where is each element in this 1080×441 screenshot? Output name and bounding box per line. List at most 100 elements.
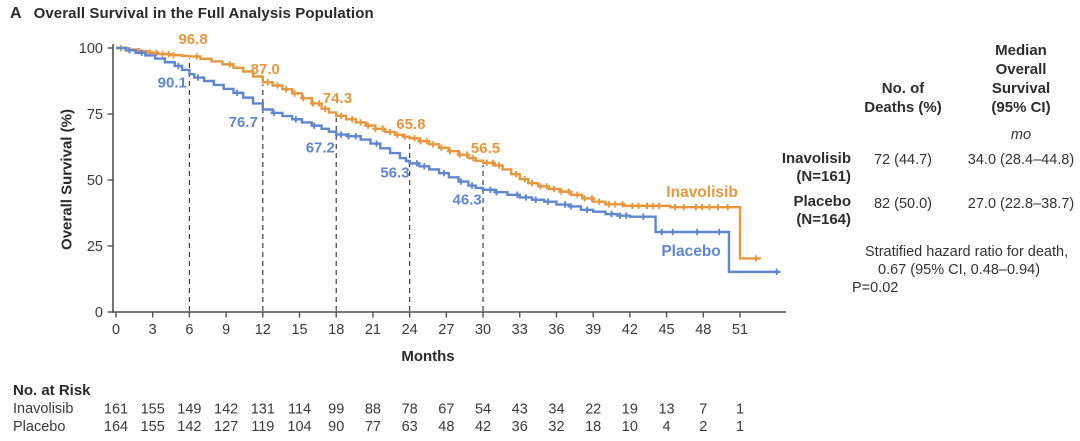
y-tick-label: 100 — [79, 41, 103, 57]
no-at-risk-title: No. at Risk — [13, 382, 91, 399]
risk-count: 54 — [475, 402, 491, 418]
y-tick-label: 50 — [87, 173, 103, 189]
median-header-line: (95% CI) — [991, 99, 1051, 116]
deaths-column-header: No. of Deaths (%) — [843, 79, 963, 117]
risk-row-label-placebo: Placebo — [13, 418, 66, 435]
km-curve-placebo — [116, 46, 781, 274]
risk-count: 42 — [475, 419, 491, 435]
milestone-value-label: 87.0 — [251, 61, 280, 78]
side-table-row-label-inavolisib: Inavolisib (N=161) — [781, 150, 851, 185]
median-header-line: Survival — [991, 80, 1051, 97]
curve-label-inavolisib: Inavolisib — [666, 184, 738, 201]
months-unit-label: mo — [1010, 127, 1032, 143]
median-header-line: Median — [995, 42, 1047, 59]
risk-row-label-inavolisib: Inavolisib — [13, 401, 74, 417]
milestone-value-label: 74.3 — [323, 90, 352, 107]
y-axis-title: Overall Survival (%) — [58, 109, 76, 250]
risk-count: 99 — [328, 402, 344, 418]
p-value: P=0.02 — [852, 280, 899, 297]
risk-count: 2 — [699, 419, 707, 435]
milestone-value-label: 56.5 — [471, 140, 500, 157]
side-table-row-label-placebo: Placebo (N=164) — [793, 193, 851, 228]
x-tick-label: 27 — [438, 322, 454, 338]
x-tick-label: 3 — [149, 322, 157, 338]
figure-title-text: Overall Survival in the Full Analysis Po… — [33, 5, 374, 22]
risk-count: 78 — [402, 402, 418, 418]
x-tick-label: 9 — [222, 322, 230, 338]
risk-count: 19 — [622, 402, 638, 418]
risk-count: 142 — [214, 402, 238, 418]
x-tick-label: 12 — [255, 322, 271, 338]
risk-count: 67 — [438, 402, 454, 418]
milestone-value-label: 56.3 — [380, 165, 409, 182]
x-tick-label: 39 — [585, 322, 601, 338]
risk-count: 119 — [251, 419, 274, 435]
risk-count: 155 — [141, 419, 165, 435]
x-tick-label: 51 — [732, 322, 748, 338]
risk-count: 43 — [512, 402, 528, 418]
risk-count: 161 — [104, 402, 128, 418]
risk-count: 127 — [214, 419, 238, 435]
x-tick-label: 21 — [365, 322, 381, 338]
risk-count: 32 — [548, 419, 564, 435]
risk-count: 88 — [365, 402, 381, 418]
milestone-value-label: 96.8 — [178, 31, 207, 48]
milestone-value-label: 65.8 — [396, 116, 425, 133]
milestone-value-label: 90.1 — [158, 74, 187, 91]
risk-count: 13 — [658, 402, 674, 418]
median-header-line: Overall — [995, 61, 1047, 78]
risk-count: 142 — [177, 419, 201, 435]
risk-count: 10 — [622, 419, 638, 435]
milestone-value-label: 46.3 — [453, 192, 482, 209]
x-tick-label: 15 — [291, 322, 307, 338]
risk-count: 77 — [365, 419, 381, 435]
risk-count: 22 — [585, 402, 601, 418]
figure-title: A Overall Survival in the Full Analysis … — [10, 5, 374, 23]
y-tick-label: 75 — [87, 107, 103, 123]
risk-count: 114 — [288, 402, 311, 418]
milestone-value-label: 67.2 — [306, 140, 335, 157]
deaths-header-line: No. of — [881, 80, 925, 97]
placebo-median-survival-value: 27.0 (22.8–38.7) — [967, 196, 1075, 212]
risk-count: 149 — [177, 402, 201, 418]
km-curve-inavolisib — [116, 46, 761, 260]
risk-count: 18 — [585, 419, 601, 435]
panel-letter: A — [10, 5, 22, 22]
x-tick-label: 36 — [548, 322, 564, 338]
risk-count: 104 — [287, 419, 311, 435]
risk-count: 7 — [699, 402, 707, 418]
x-tick-label: 42 — [622, 322, 638, 338]
deaths-header-line: Deaths (%) — [864, 99, 942, 116]
risk-count: 164 — [104, 419, 128, 435]
placebo-deaths-value: 82 (50.0) — [873, 196, 933, 212]
risk-count: 48 — [438, 419, 454, 435]
risk-count: 34 — [548, 402, 564, 418]
x-tick-label: 30 — [475, 322, 491, 338]
x-tick-label: 48 — [695, 322, 711, 338]
risk-count: 131 — [251, 402, 275, 418]
risk-count: 36 — [512, 419, 528, 435]
x-tick-label: 6 — [185, 322, 193, 338]
x-tick-label: 0 — [112, 322, 120, 338]
y-tick-label: 25 — [87, 239, 103, 255]
hazard-ratio-line: Stratified hazard ratio for death, — [865, 244, 1069, 260]
inavolisib-median-survival-value: 34.0 (28.4–44.8) — [967, 152, 1075, 168]
x-axis-title: Months — [401, 348, 455, 365]
risk-count: 90 — [328, 419, 344, 435]
median-survival-column-header: Median Overall Survival (95% CI) — [958, 41, 1080, 117]
risk-count: 4 — [663, 419, 671, 435]
x-tick-label: 45 — [658, 322, 674, 338]
risk-count: 1 — [736, 402, 744, 418]
x-tick-label: 18 — [328, 322, 344, 338]
inavolisib-deaths-value: 72 (44.7) — [873, 152, 933, 168]
x-tick-label: 24 — [402, 322, 418, 338]
y-tick-label: 0 — [95, 305, 103, 321]
risk-count: 63 — [402, 419, 418, 435]
x-tick-label: 33 — [512, 322, 528, 338]
curve-label-placebo: Placebo — [661, 243, 720, 260]
milestone-value-label: 76.7 — [229, 114, 258, 131]
risk-count: 1 — [736, 419, 744, 435]
hazard-ratio-line: 0.67 (95% CI, 0.48–0.94) — [878, 262, 1041, 279]
